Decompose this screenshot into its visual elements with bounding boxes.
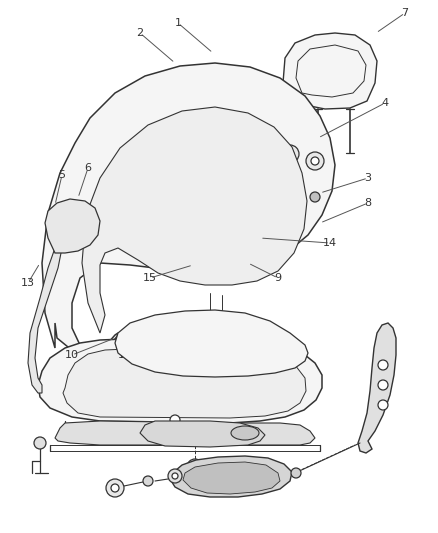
Text: 14: 14 [323,238,337,248]
Text: 3: 3 [364,173,371,183]
Polygon shape [115,310,308,377]
Circle shape [168,469,182,483]
Circle shape [291,468,301,478]
Polygon shape [82,107,307,333]
Circle shape [311,157,319,165]
Polygon shape [183,462,280,494]
Text: 11: 11 [118,350,132,360]
Circle shape [378,360,388,370]
Text: 10: 10 [65,350,79,360]
Text: 6: 6 [85,163,92,173]
Polygon shape [170,456,292,497]
Text: 1: 1 [174,18,181,28]
Circle shape [378,380,388,390]
Polygon shape [55,421,315,445]
Circle shape [187,459,203,475]
Text: 15: 15 [143,273,157,283]
Circle shape [34,437,46,449]
Polygon shape [358,323,396,453]
Polygon shape [28,243,62,393]
Circle shape [143,476,153,486]
Ellipse shape [231,426,259,440]
Circle shape [378,400,388,410]
Circle shape [286,150,294,158]
Text: 8: 8 [364,198,371,208]
Polygon shape [283,33,377,109]
Circle shape [285,185,295,195]
Circle shape [106,479,124,497]
Text: 4: 4 [381,98,389,108]
Polygon shape [63,347,306,418]
Polygon shape [140,421,265,447]
Circle shape [172,473,178,479]
Circle shape [310,192,320,202]
Circle shape [170,415,180,425]
Circle shape [306,152,324,170]
Polygon shape [42,63,335,351]
Polygon shape [296,45,366,97]
Text: 12: 12 [161,338,175,348]
Polygon shape [45,199,100,253]
Text: 2: 2 [137,28,144,38]
Text: 9: 9 [275,273,282,283]
Circle shape [192,464,198,470]
Text: 7: 7 [402,8,409,18]
Text: 13: 13 [21,278,35,288]
Polygon shape [38,337,322,423]
Text: 5: 5 [59,170,66,180]
Circle shape [111,484,119,492]
Circle shape [281,145,299,163]
